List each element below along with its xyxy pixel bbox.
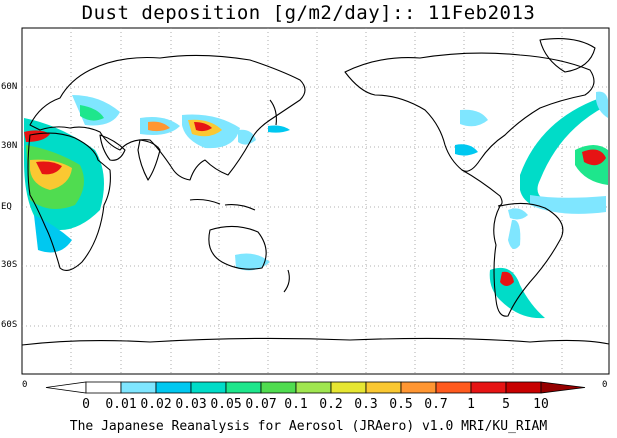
colorbar-label: 1 [467, 397, 475, 412]
map-title: Dust deposition [g/m2/day]:: 11Feb2013 [81, 2, 536, 24]
coastline [283, 269, 290, 293]
dust-region [530, 195, 606, 214]
dust-region [596, 91, 608, 118]
dust-region [34, 215, 72, 253]
colorbar-label: 0.7 [424, 397, 448, 412]
colorbar-label: 5 [502, 397, 510, 412]
lat-label-30s: 30S [1, 260, 18, 270]
coastline [99, 134, 126, 161]
map-frame [21, 27, 610, 375]
colorbar-arrow-high [540, 381, 586, 394]
colorbar-cell [120, 381, 157, 394]
coastline [344, 52, 595, 172]
coastline [493, 202, 564, 317]
colorbar-cell [435, 381, 472, 394]
coastline [189, 198, 256, 211]
colorbar-label: 0.05 [210, 397, 242, 412]
dust-region [80, 105, 104, 121]
dust-region [36, 161, 62, 175]
colorbar-cell [225, 381, 262, 394]
dust-region [194, 122, 212, 132]
coastline [208, 225, 267, 270]
dust-region [455, 144, 478, 156]
coastline [269, 99, 277, 126]
colorbar-cell [260, 381, 297, 394]
coastline [137, 139, 161, 181]
colorbar-label: 0.3 [354, 397, 378, 412]
colorbar-label: 0.01 [105, 397, 137, 412]
colorbar-label: 0 [82, 397, 90, 412]
colorbar-label: 0.07 [245, 397, 277, 412]
dust-region [582, 149, 606, 166]
dust-region [238, 129, 256, 145]
dust-deposition-field [24, 91, 608, 319]
colorbar-cell [85, 381, 122, 394]
dust-region [235, 253, 270, 271]
lat-label-30n: 30N [1, 141, 18, 151]
dust-region [460, 109, 488, 127]
dust-region [508, 208, 528, 220]
lat-label-60n: 60N [1, 82, 18, 92]
lat-label-eq: EQ [1, 202, 12, 212]
dust-region [508, 219, 521, 249]
colorbar-cell [365, 381, 402, 394]
colorbar-cell [155, 381, 192, 394]
dust-region [520, 98, 606, 212]
colorbar-left-zero: 0 [22, 380, 28, 390]
dust-region [500, 271, 514, 286]
colorbar-label: 0.1 [284, 397, 308, 412]
colorbar-label: 10 [533, 397, 549, 412]
colorbar-cell [400, 381, 437, 394]
colorbar-label: 0.03 [175, 397, 207, 412]
colorbar-cell [505, 381, 542, 394]
coastline [461, 169, 503, 207]
coastlines [21, 38, 610, 346]
colorbar-right-zero: 0 [602, 380, 608, 390]
dust-region [148, 121, 170, 132]
credit-line: The Japanese Reanalysis for Aerosol (JRA… [69, 419, 548, 434]
colorbar-label: 0.2 [319, 397, 343, 412]
coastline [539, 38, 596, 73]
coastline [21, 337, 610, 346]
coastline [29, 54, 306, 181]
colorbar-cell [190, 381, 227, 394]
lat-label-60s: 60S [1, 320, 18, 330]
coastline [27, 132, 111, 271]
colorbar-label: 0.5 [389, 397, 413, 412]
dust-region [268, 125, 290, 133]
colorbar-cell [470, 381, 507, 394]
colorbar-cell [330, 381, 367, 394]
colorbar-label: 0.02 [140, 397, 172, 412]
colorbar-arrow-low [45, 381, 87, 394]
colorbar-cell [295, 381, 332, 394]
